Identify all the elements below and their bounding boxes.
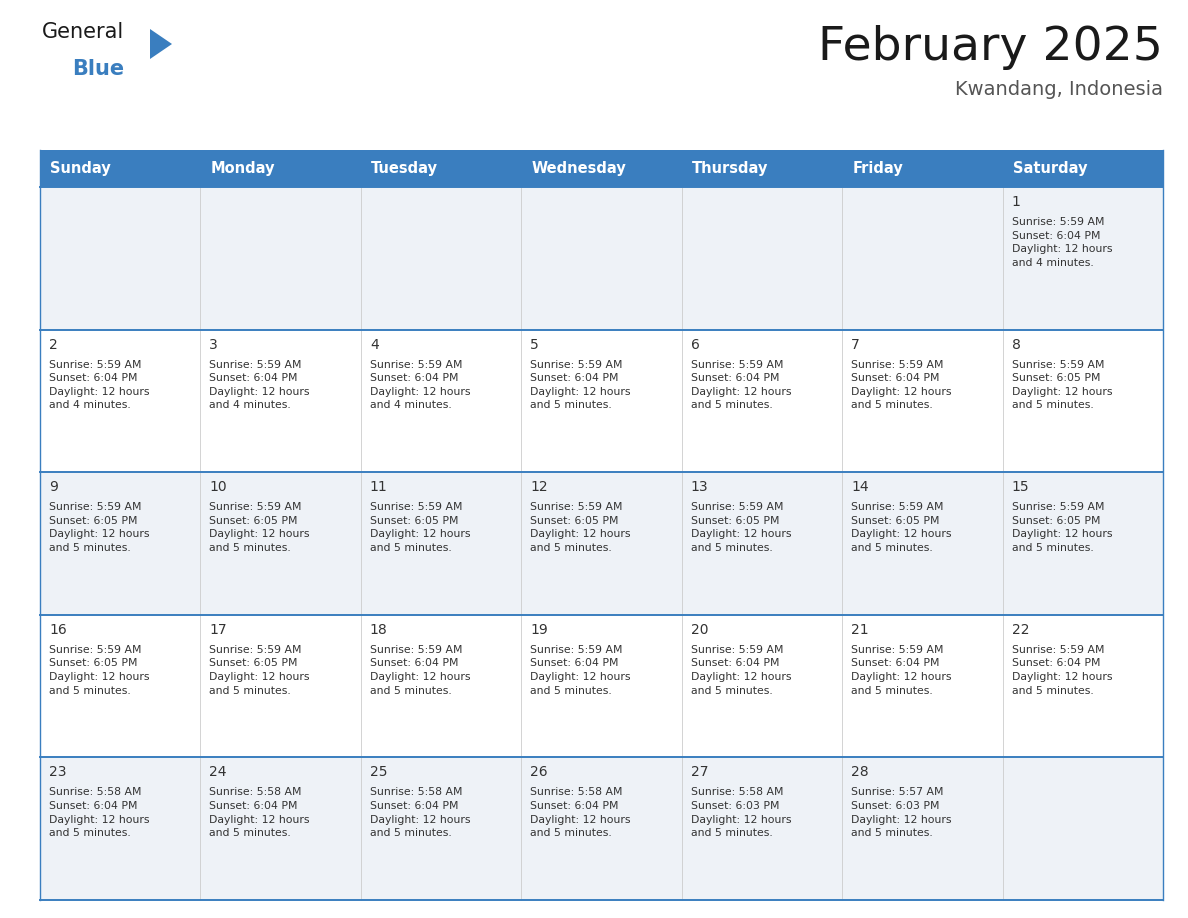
Text: Sunrise: 5:59 AM
Sunset: 6:04 PM
Daylight: 12 hours
and 5 minutes.: Sunrise: 5:59 AM Sunset: 6:04 PM Dayligh… bbox=[690, 360, 791, 410]
Text: 1: 1 bbox=[1011, 195, 1020, 209]
Text: 22: 22 bbox=[1011, 622, 1029, 637]
Text: Sunrise: 5:59 AM
Sunset: 6:05 PM
Daylight: 12 hours
and 5 minutes.: Sunrise: 5:59 AM Sunset: 6:05 PM Dayligh… bbox=[1011, 502, 1112, 553]
Text: Sunrise: 5:59 AM
Sunset: 6:04 PM
Daylight: 12 hours
and 5 minutes.: Sunrise: 5:59 AM Sunset: 6:04 PM Dayligh… bbox=[530, 644, 631, 696]
Text: 11: 11 bbox=[369, 480, 387, 494]
Text: 17: 17 bbox=[209, 622, 227, 637]
Bar bbox=[40, 472, 1163, 615]
Text: February 2025: February 2025 bbox=[819, 25, 1163, 70]
Text: Sunrise: 5:59 AM
Sunset: 6:05 PM
Daylight: 12 hours
and 5 minutes.: Sunrise: 5:59 AM Sunset: 6:05 PM Dayligh… bbox=[851, 502, 952, 553]
Text: Sunrise: 5:58 AM
Sunset: 6:04 PM
Daylight: 12 hours
and 5 minutes.: Sunrise: 5:58 AM Sunset: 6:04 PM Dayligh… bbox=[369, 788, 470, 838]
Text: 25: 25 bbox=[369, 766, 387, 779]
Bar bbox=[682, 150, 842, 187]
Text: 27: 27 bbox=[690, 766, 708, 779]
Text: 26: 26 bbox=[530, 766, 548, 779]
Text: 16: 16 bbox=[49, 622, 67, 637]
Text: Sunrise: 5:59 AM
Sunset: 6:05 PM
Daylight: 12 hours
and 5 minutes.: Sunrise: 5:59 AM Sunset: 6:05 PM Dayligh… bbox=[49, 644, 150, 696]
Text: Sunrise: 5:58 AM
Sunset: 6:04 PM
Daylight: 12 hours
and 5 minutes.: Sunrise: 5:58 AM Sunset: 6:04 PM Dayligh… bbox=[209, 788, 310, 838]
Text: Sunrise: 5:59 AM
Sunset: 6:05 PM
Daylight: 12 hours
and 5 minutes.: Sunrise: 5:59 AM Sunset: 6:05 PM Dayligh… bbox=[369, 502, 470, 553]
Text: General: General bbox=[42, 22, 125, 42]
Text: 2: 2 bbox=[49, 338, 58, 352]
Text: Kwandang, Indonesia: Kwandang, Indonesia bbox=[955, 80, 1163, 99]
Text: Sunrise: 5:59 AM
Sunset: 6:05 PM
Daylight: 12 hours
and 5 minutes.: Sunrise: 5:59 AM Sunset: 6:05 PM Dayligh… bbox=[530, 502, 631, 553]
Text: 14: 14 bbox=[851, 480, 868, 494]
Text: Sunrise: 5:59 AM
Sunset: 6:04 PM
Daylight: 12 hours
and 4 minutes.: Sunrise: 5:59 AM Sunset: 6:04 PM Dayligh… bbox=[1011, 217, 1112, 268]
Text: 20: 20 bbox=[690, 622, 708, 637]
Bar bbox=[1003, 150, 1163, 187]
Text: Sunrise: 5:59 AM
Sunset: 6:05 PM
Daylight: 12 hours
and 5 minutes.: Sunrise: 5:59 AM Sunset: 6:05 PM Dayligh… bbox=[49, 502, 150, 553]
Text: Tuesday: Tuesday bbox=[371, 161, 438, 176]
Text: 7: 7 bbox=[851, 338, 860, 352]
Bar bbox=[361, 150, 522, 187]
Text: Sunrise: 5:59 AM
Sunset: 6:05 PM
Daylight: 12 hours
and 5 minutes.: Sunrise: 5:59 AM Sunset: 6:05 PM Dayligh… bbox=[209, 502, 310, 553]
Text: Sunrise: 5:58 AM
Sunset: 6:04 PM
Daylight: 12 hours
and 5 minutes.: Sunrise: 5:58 AM Sunset: 6:04 PM Dayligh… bbox=[49, 788, 150, 838]
Text: 8: 8 bbox=[1011, 338, 1020, 352]
Text: 4: 4 bbox=[369, 338, 379, 352]
Text: 3: 3 bbox=[209, 338, 219, 352]
Text: Sunrise: 5:59 AM
Sunset: 6:05 PM
Daylight: 12 hours
and 5 minutes.: Sunrise: 5:59 AM Sunset: 6:05 PM Dayligh… bbox=[209, 644, 310, 696]
Text: Sunrise: 5:59 AM
Sunset: 6:04 PM
Daylight: 12 hours
and 5 minutes.: Sunrise: 5:59 AM Sunset: 6:04 PM Dayligh… bbox=[851, 360, 952, 410]
Bar bbox=[201, 150, 361, 187]
Text: Saturday: Saturday bbox=[1012, 161, 1087, 176]
Polygon shape bbox=[150, 29, 172, 59]
Text: 21: 21 bbox=[851, 622, 868, 637]
Text: 23: 23 bbox=[49, 766, 67, 779]
Text: 18: 18 bbox=[369, 622, 387, 637]
Text: Sunrise: 5:59 AM
Sunset: 6:04 PM
Daylight: 12 hours
and 5 minutes.: Sunrise: 5:59 AM Sunset: 6:04 PM Dayligh… bbox=[369, 644, 470, 696]
Bar bbox=[522, 150, 682, 187]
Bar bbox=[40, 187, 1163, 330]
Text: Sunrise: 5:59 AM
Sunset: 6:04 PM
Daylight: 12 hours
and 4 minutes.: Sunrise: 5:59 AM Sunset: 6:04 PM Dayligh… bbox=[209, 360, 310, 410]
Text: Sunrise: 5:59 AM
Sunset: 6:05 PM
Daylight: 12 hours
and 5 minutes.: Sunrise: 5:59 AM Sunset: 6:05 PM Dayligh… bbox=[690, 502, 791, 553]
Text: Sunrise: 5:59 AM
Sunset: 6:04 PM
Daylight: 12 hours
and 4 minutes.: Sunrise: 5:59 AM Sunset: 6:04 PM Dayligh… bbox=[369, 360, 470, 410]
Bar bbox=[40, 615, 1163, 757]
Text: Sunrise: 5:59 AM
Sunset: 6:05 PM
Daylight: 12 hours
and 5 minutes.: Sunrise: 5:59 AM Sunset: 6:05 PM Dayligh… bbox=[1011, 360, 1112, 410]
Bar bbox=[40, 757, 1163, 900]
Text: 10: 10 bbox=[209, 480, 227, 494]
Text: Blue: Blue bbox=[72, 59, 124, 79]
Text: Sunrise: 5:58 AM
Sunset: 6:03 PM
Daylight: 12 hours
and 5 minutes.: Sunrise: 5:58 AM Sunset: 6:03 PM Dayligh… bbox=[690, 788, 791, 838]
Text: 19: 19 bbox=[530, 622, 548, 637]
Bar bbox=[40, 330, 1163, 472]
Text: Sunrise: 5:59 AM
Sunset: 6:04 PM
Daylight: 12 hours
and 5 minutes.: Sunrise: 5:59 AM Sunset: 6:04 PM Dayligh… bbox=[690, 644, 791, 696]
Text: 15: 15 bbox=[1011, 480, 1029, 494]
Text: Friday: Friday bbox=[852, 161, 903, 176]
Text: Sunrise: 5:59 AM
Sunset: 6:04 PM
Daylight: 12 hours
and 5 minutes.: Sunrise: 5:59 AM Sunset: 6:04 PM Dayligh… bbox=[851, 644, 952, 696]
Text: Sunrise: 5:57 AM
Sunset: 6:03 PM
Daylight: 12 hours
and 5 minutes.: Sunrise: 5:57 AM Sunset: 6:03 PM Dayligh… bbox=[851, 788, 952, 838]
Text: Sunrise: 5:59 AM
Sunset: 6:04 PM
Daylight: 12 hours
and 5 minutes.: Sunrise: 5:59 AM Sunset: 6:04 PM Dayligh… bbox=[530, 360, 631, 410]
Text: 28: 28 bbox=[851, 766, 868, 779]
Text: Wednesday: Wednesday bbox=[531, 161, 626, 176]
Text: 13: 13 bbox=[690, 480, 708, 494]
Text: 9: 9 bbox=[49, 480, 58, 494]
Text: Monday: Monday bbox=[210, 161, 274, 176]
Text: 5: 5 bbox=[530, 338, 539, 352]
Text: Sunrise: 5:58 AM
Sunset: 6:04 PM
Daylight: 12 hours
and 5 minutes.: Sunrise: 5:58 AM Sunset: 6:04 PM Dayligh… bbox=[530, 788, 631, 838]
Text: Sunrise: 5:59 AM
Sunset: 6:04 PM
Daylight: 12 hours
and 5 minutes.: Sunrise: 5:59 AM Sunset: 6:04 PM Dayligh… bbox=[1011, 644, 1112, 696]
Text: 6: 6 bbox=[690, 338, 700, 352]
Bar bbox=[40, 150, 201, 187]
Bar bbox=[842, 150, 1003, 187]
Text: 12: 12 bbox=[530, 480, 548, 494]
Text: 24: 24 bbox=[209, 766, 227, 779]
Text: Sunrise: 5:59 AM
Sunset: 6:04 PM
Daylight: 12 hours
and 4 minutes.: Sunrise: 5:59 AM Sunset: 6:04 PM Dayligh… bbox=[49, 360, 150, 410]
Text: Sunday: Sunday bbox=[50, 161, 110, 176]
Text: Thursday: Thursday bbox=[691, 161, 769, 176]
